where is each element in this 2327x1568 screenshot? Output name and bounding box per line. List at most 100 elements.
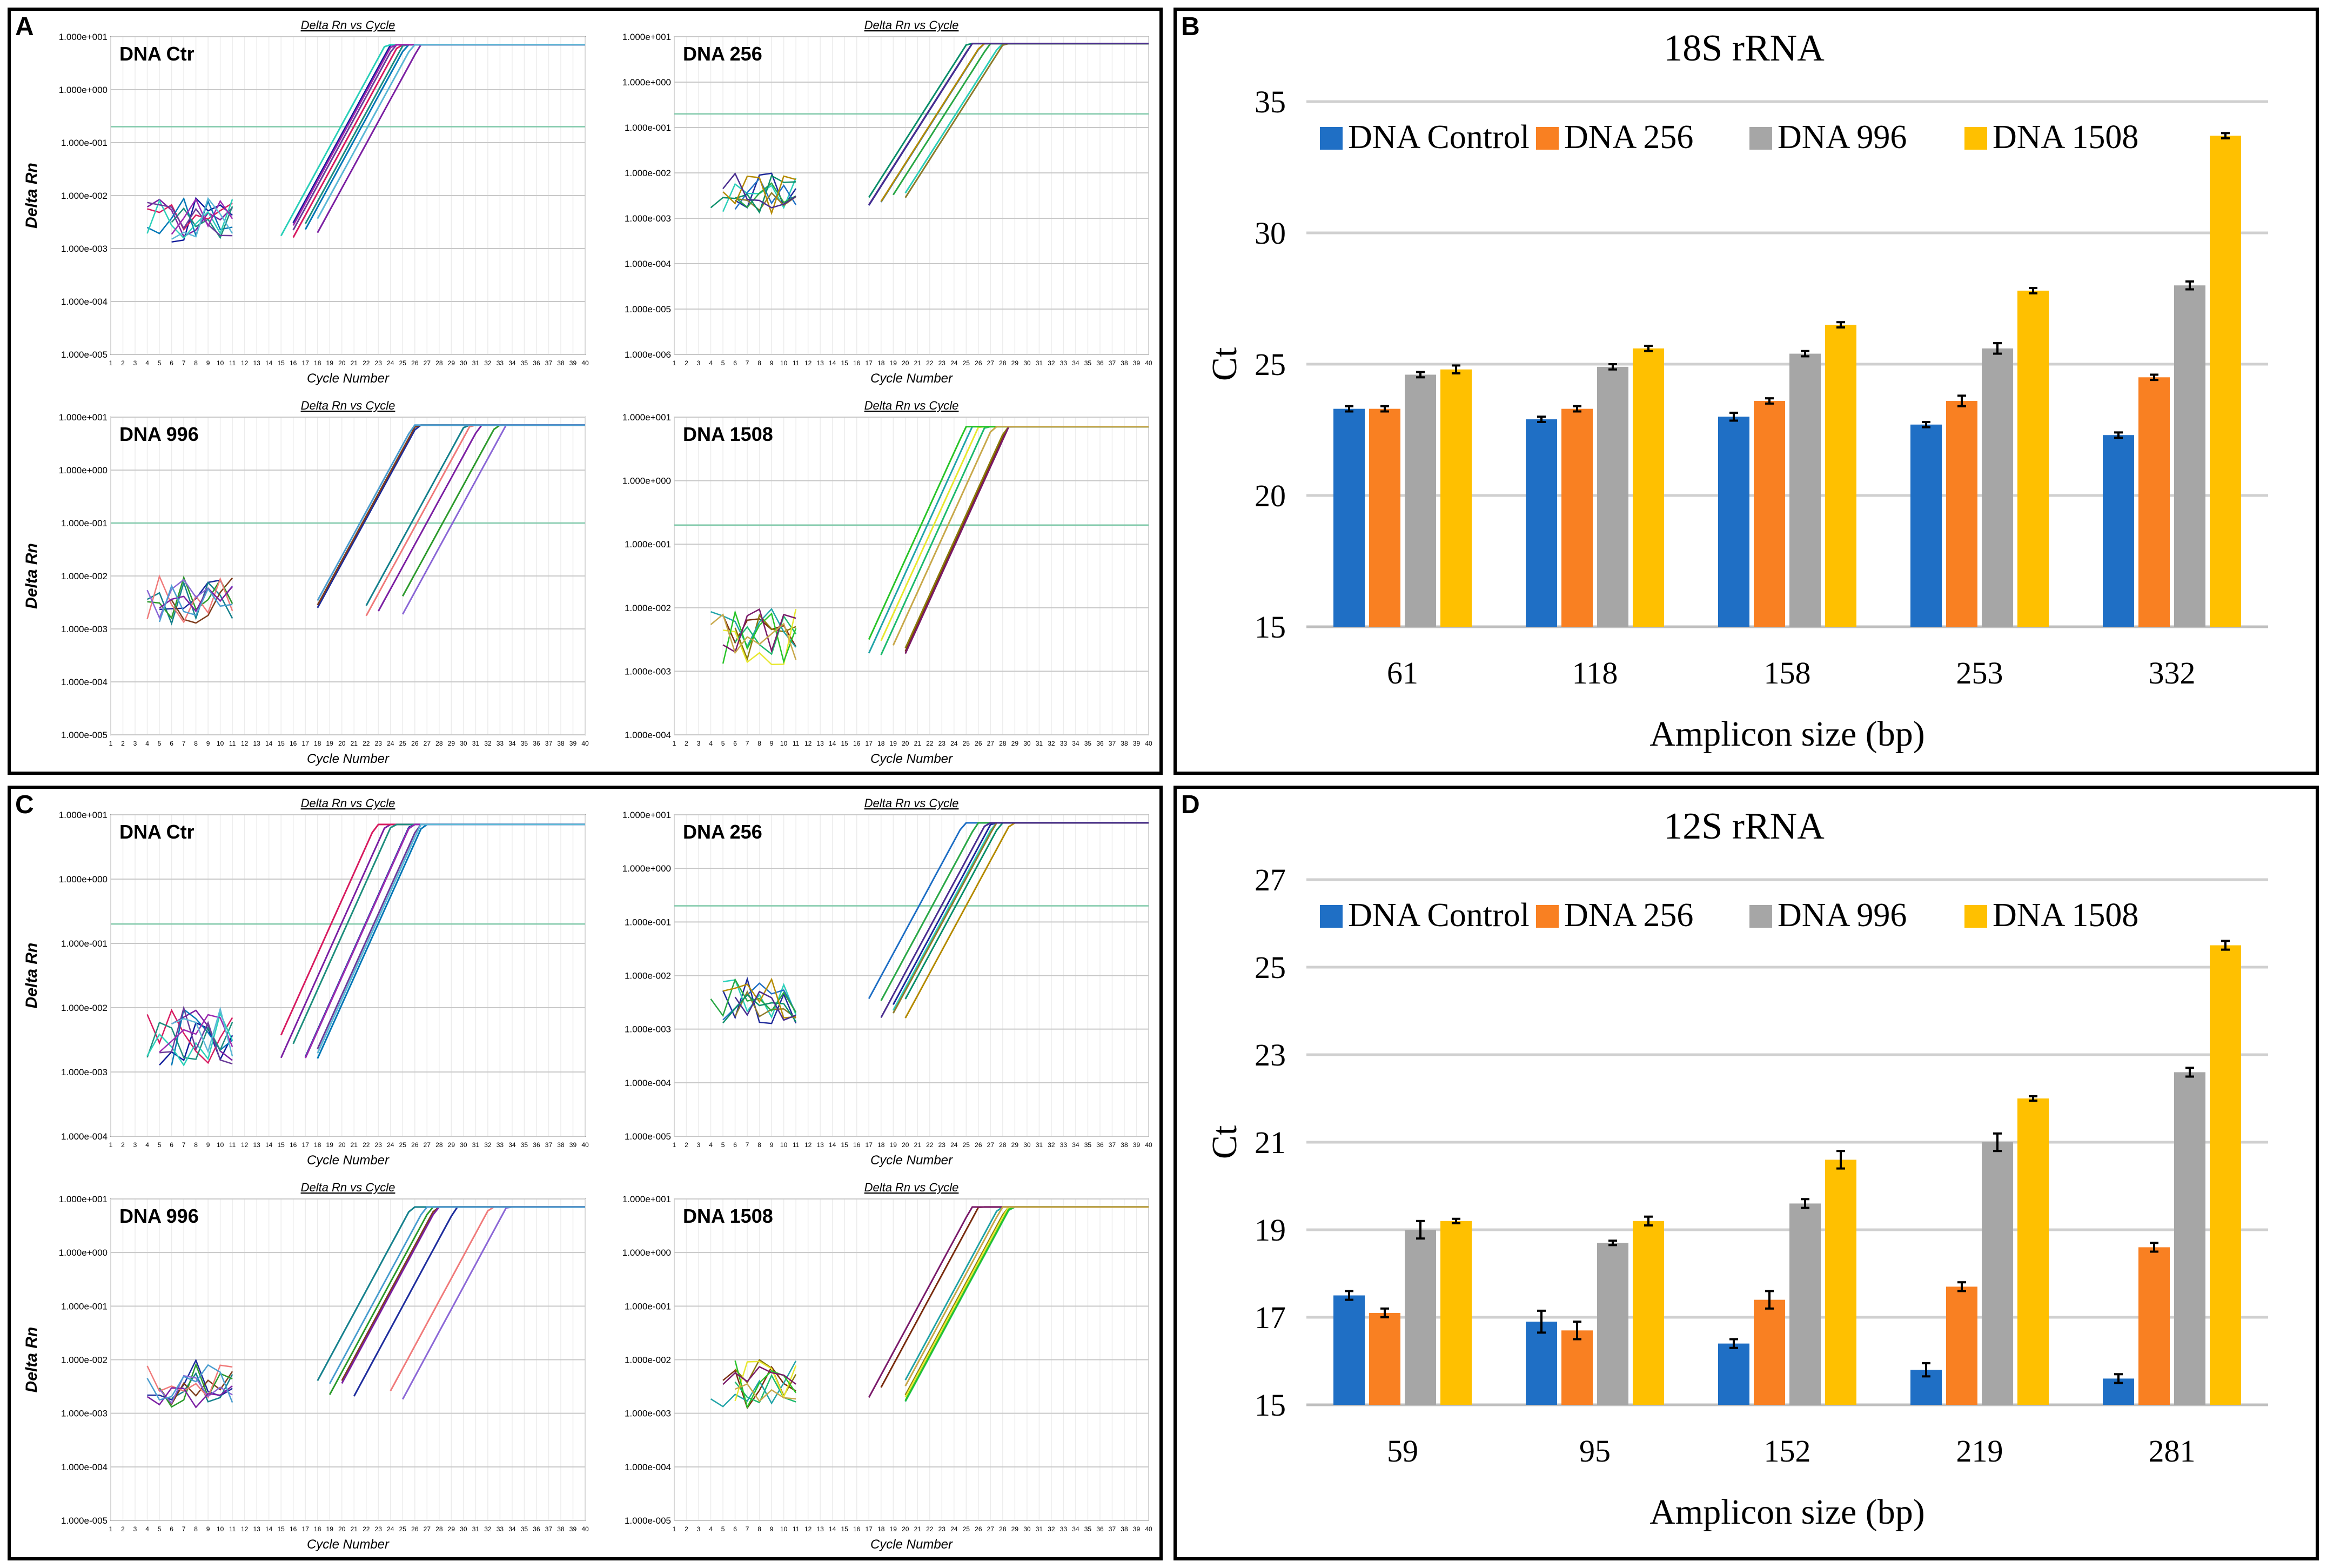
x-tick-label: 29 (1011, 1141, 1019, 1149)
x-tick-label: 13 (253, 1141, 260, 1149)
x-tick-label: 26 (411, 740, 419, 747)
y-tick-label: 1.000e+000 (59, 1248, 108, 1258)
x-tick-label: 28 (999, 740, 1007, 747)
bar (1718, 417, 1749, 627)
y-tick-label: 1.000e-001 (625, 539, 671, 550)
plot-title: Delta Rn vs Cycle (864, 796, 959, 810)
x-tick-label: 15 (277, 1525, 285, 1533)
x-tick-label: 35 (521, 359, 528, 367)
x-tick-label: 8 (757, 1141, 761, 1149)
x-tick-label: 28 (999, 1525, 1007, 1533)
amplification-curve (892, 426, 1149, 646)
x-tick-label: 7 (182, 1525, 186, 1533)
y-tick-label: 1.000e-003 (625, 213, 671, 224)
bar (1633, 1221, 1664, 1405)
x-tick-label: 9 (206, 1525, 210, 1533)
x-tick-label: 11 (793, 359, 800, 367)
x-tick-label: 22 (926, 359, 934, 367)
x-tick-label: 22 (363, 740, 370, 747)
amplification-curve (317, 424, 585, 601)
baseline-noise (171, 197, 233, 235)
x-tick-label: 18 (314, 1141, 321, 1149)
x-tick-label: 40 (1145, 740, 1152, 747)
x-tick-label: 19 (890, 1141, 897, 1149)
x-tick-label: 35 (1084, 1525, 1092, 1533)
panel-b: 18S rRNA 15 20 25 30 35 Ct Amplicon size (bp) 61… (1173, 8, 2319, 775)
x-tick-label: 23 (375, 1141, 383, 1149)
x-tick-label: 17 (302, 740, 310, 747)
x-tick-label: 31 (1036, 359, 1043, 367)
legend-label: DNA Control (1348, 897, 1530, 934)
x-tick-label: 28 (999, 359, 1007, 367)
bar (1561, 408, 1593, 627)
amplification-curve (880, 822, 1149, 1018)
y-tick-label: 17 (1255, 1300, 1286, 1335)
x-tick-label: 7 (746, 1141, 749, 1149)
x-tick-label: 33 (1060, 1141, 1068, 1149)
x-tick-label: 17 (866, 359, 873, 367)
x-tick-label: 38 (557, 740, 565, 747)
x-tick-label: 59 (1387, 1433, 1418, 1469)
x-tick-label: 39 (1133, 359, 1141, 367)
x-axis-label: Cycle Number (307, 371, 390, 386)
subplot-name: DNA 996 (119, 1205, 199, 1227)
x-tick-label: 11 (229, 1525, 236, 1533)
x-tick-label: 23 (938, 1525, 946, 1533)
bar-chart-18s: 18S rRNA 15 20 25 30 35 Ct Amplicon size (bp) 61… (1205, 28, 2268, 754)
x-tick-label: 19 (890, 740, 897, 747)
x-tick-label: 11 (793, 1141, 800, 1149)
baseline-noise (722, 1366, 796, 1385)
bar (1597, 1243, 1628, 1405)
bar (1440, 1221, 1472, 1405)
baseline-noise (171, 577, 233, 624)
x-tick-label: 24 (387, 359, 394, 367)
baseline-noise (171, 206, 233, 239)
baseline-noise (159, 1005, 233, 1065)
plot-title: Delta Rn vs Cycle (301, 18, 395, 32)
x-tick-label: 27 (987, 1141, 995, 1149)
x-tick-label: 8 (757, 1525, 761, 1533)
x-tick-label: 39 (1133, 1525, 1141, 1533)
x-tick-label: 5 (721, 359, 725, 367)
x-tick-label: 5 (158, 1141, 162, 1149)
x-tick-label: 8 (194, 359, 198, 367)
x-tick-label: 37 (545, 740, 553, 747)
panel-label-b: B (1181, 12, 1200, 41)
x-tick-label: 14 (265, 1525, 273, 1533)
x-tick-label: 35 (1084, 359, 1092, 367)
x-tick-label: 18 (877, 1525, 885, 1533)
x-tick-label: 2 (685, 1525, 688, 1533)
legend-swatch (1964, 905, 1987, 928)
x-tick-label: 26 (411, 1141, 419, 1149)
x-tick-label: 18 (877, 359, 885, 367)
baseline-noise (159, 1375, 233, 1405)
y-tick-label: 1.000e-002 (625, 1355, 671, 1365)
x-tick-label: 37 (1109, 1141, 1116, 1149)
bar-chart-12s: 12S rRNA 15 17 19 21 23 25 27 Ct Amplicon size (b… (1205, 806, 2268, 1532)
x-tick-label: 34 (1072, 1141, 1079, 1149)
x-tick-label: 32 (1048, 1525, 1055, 1533)
x-tick-label: 23 (375, 359, 383, 367)
x-tick-label: 26 (975, 359, 982, 367)
x-tick-label: 2 (685, 740, 688, 747)
x-tick-label: 19 (326, 1141, 334, 1149)
bar (2210, 945, 2241, 1405)
x-tick-label: 1 (673, 1525, 676, 1533)
x-tick-label: 7 (182, 740, 186, 747)
y-tick-label: 1.000e-001 (625, 1301, 671, 1311)
x-tick-label: 22 (926, 740, 934, 747)
x-tick-label: 3 (697, 1525, 701, 1533)
y-tick-label: 1.000e-004 (61, 677, 108, 687)
y-tick-label: 1.000e-004 (625, 730, 671, 740)
x-tick-label: 30 (1023, 359, 1031, 367)
subplot-name: DNA 256 (683, 821, 762, 843)
x-tick-label: 25 (963, 1525, 970, 1533)
x-tick-label: 8 (194, 1525, 198, 1533)
x-tick-label: 23 (938, 740, 946, 747)
plot-title: Delta Rn vs Cycle (301, 1181, 395, 1194)
x-tick-label: 20 (338, 359, 346, 367)
x-tick-label: 25 (399, 1141, 407, 1149)
y-tick-label: 1.000e-003 (625, 1409, 671, 1419)
legend-label: DNA 1508 (1993, 119, 2138, 156)
